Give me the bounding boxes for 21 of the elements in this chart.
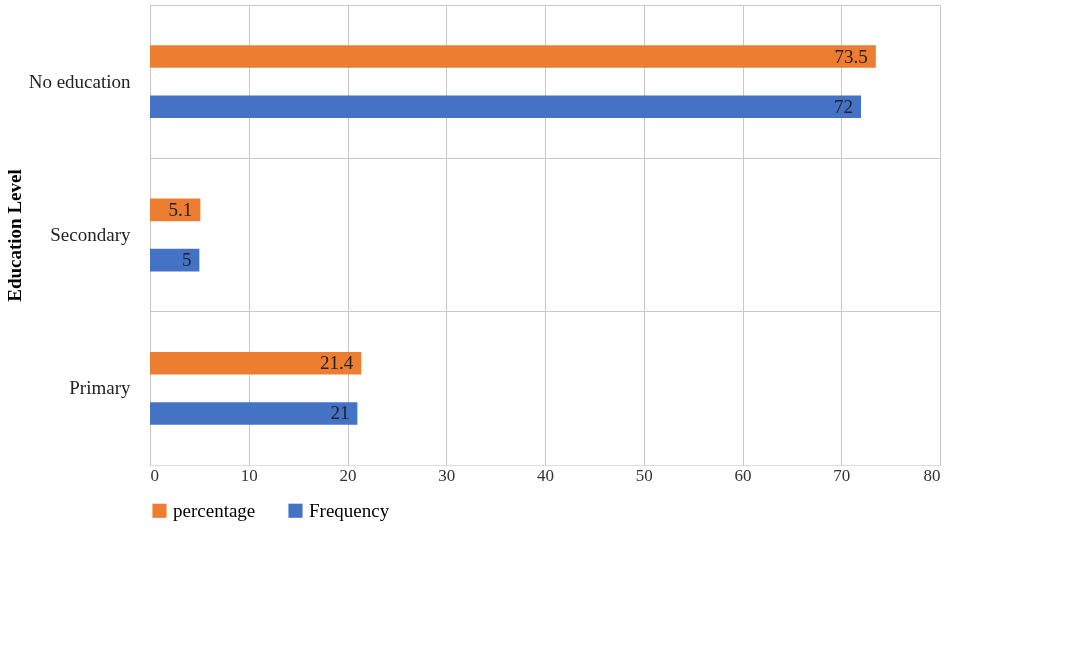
x-tick-label: 20 (339, 465, 357, 485)
data-label: 5.1 (168, 198, 193, 220)
x-tick-label: 10 (240, 465, 258, 485)
x-tick-label: 30 (438, 465, 456, 485)
x-tick-label: 50 (635, 465, 653, 485)
y-tick-label: Primary (69, 377, 131, 399)
data-label: 21.4 (320, 352, 354, 374)
data-label: 5 (181, 249, 192, 271)
data-label: 72 (834, 95, 853, 117)
x-tick-label: 0 (150, 465, 159, 485)
x-tick-label: 60 (734, 465, 752, 485)
legend-label: percentage (173, 499, 256, 521)
y-axis-title: Education Level (3, 169, 25, 302)
y-tick-label: Secondary (50, 224, 131, 245)
legend-label: Frequency (309, 499, 390, 521)
x-tick-label: 70 (833, 465, 851, 485)
x-tick-label: 80 (923, 465, 941, 485)
x-tick-label: 40 (537, 465, 554, 485)
data-label: 21 (330, 402, 350, 424)
y-tick-label: No education (28, 70, 131, 92)
data-label: 73.5 (834, 45, 868, 67)
